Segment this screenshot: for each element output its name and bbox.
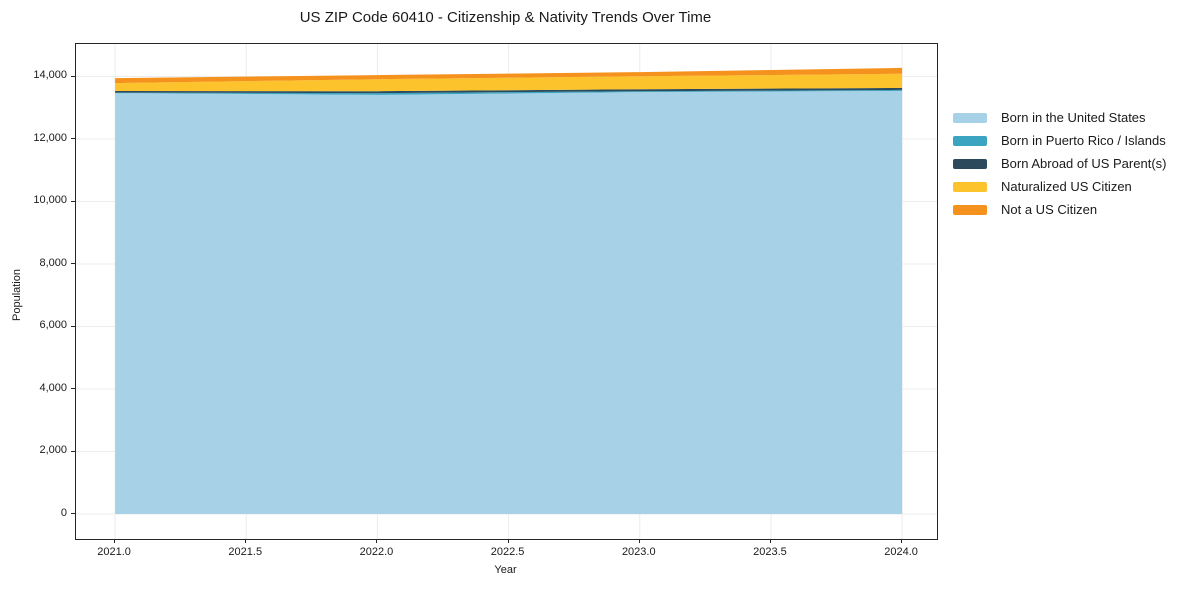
x-tick-label: 2021.0 bbox=[97, 546, 131, 558]
area-born-in-puerto-rico-islands bbox=[115, 89, 903, 95]
y-tick-mark bbox=[71, 513, 75, 514]
x-tick-mark bbox=[901, 539, 903, 543]
y-tick-mark bbox=[71, 75, 75, 77]
x-axis-label: Year bbox=[494, 564, 517, 576]
y-axis-label: Population bbox=[11, 269, 23, 321]
area-not-a-us-citizen bbox=[115, 67, 903, 84]
legend-item-naturalized-us-citizen: Naturalized US Citizen bbox=[953, 175, 1166, 198]
y-tick-label: 14,000 bbox=[33, 69, 67, 81]
x-tick-mark bbox=[376, 539, 378, 543]
stacked-area-chart bbox=[76, 44, 937, 539]
legend-swatch bbox=[953, 204, 987, 215]
legend-label: Not a US Citizen bbox=[1001, 202, 1098, 217]
legend-item-not-a-us-citizen: Not a US Citizen bbox=[953, 198, 1166, 221]
area-naturalized-us-citizen bbox=[115, 73, 903, 92]
chart-title: US ZIP Code 60410 - Citizenship & Nativi… bbox=[299, 9, 712, 26]
y-tick-mark bbox=[71, 388, 75, 389]
x-tick-label: 2021.5 bbox=[228, 546, 263, 558]
y-tick-label: 4,000 bbox=[39, 381, 67, 394]
legend-item-born-abroad-of-us-parent-s: Born Abroad of US Parent(s) bbox=[953, 152, 1166, 175]
y-tick-label: 6,000 bbox=[39, 319, 67, 331]
y-tick-mark bbox=[71, 263, 75, 264]
plot-area bbox=[75, 43, 938, 540]
legend-swatch bbox=[953, 135, 987, 146]
x-tick-mark bbox=[507, 539, 509, 543]
x-tick-mark bbox=[769, 539, 771, 543]
x-tick-label: 2022.0 bbox=[359, 546, 394, 558]
legend-swatch bbox=[953, 112, 987, 123]
y-tick-mark bbox=[71, 138, 75, 139]
x-tick-label: 2023.0 bbox=[621, 546, 656, 558]
area-born-abroad-of-us-parent-s bbox=[115, 87, 903, 94]
legend-label: Born in the United States bbox=[1001, 110, 1146, 125]
legend-swatch bbox=[953, 181, 987, 192]
y-tick-label: 0 bbox=[60, 506, 67, 519]
x-tick-mark bbox=[638, 539, 640, 543]
y-tick-label: 8,000 bbox=[39, 256, 67, 269]
y-tick-label: 10,000 bbox=[33, 194, 67, 206]
legend-swatch bbox=[953, 158, 987, 169]
legend-label: Born in Puerto Rico / Islands bbox=[1001, 133, 1166, 148]
x-tick-label: 2022.5 bbox=[490, 546, 525, 558]
legend-label: Naturalized US Citizen bbox=[1001, 179, 1132, 194]
y-tick-mark bbox=[71, 325, 75, 327]
x-tick-label: 2023.5 bbox=[753, 546, 787, 558]
y-tick-label: 12,000 bbox=[33, 131, 67, 144]
y-tick-mark bbox=[71, 200, 75, 202]
area-born-in-the-united-states bbox=[115, 90, 903, 515]
x-tick-mark bbox=[114, 539, 116, 543]
x-tick-label: 2024.0 bbox=[884, 546, 918, 558]
y-tick-label: 2,000 bbox=[39, 444, 67, 456]
legend: Born in the United States Born in Puerto … bbox=[953, 106, 1166, 221]
legend-item-born-in-puerto-rico-islands: Born in Puerto Rico / Islands bbox=[953, 129, 1166, 152]
y-tick-mark bbox=[71, 450, 75, 452]
x-tick-mark bbox=[245, 539, 247, 543]
legend-item-born-in-the-united-states: Born in the United States bbox=[953, 106, 1166, 129]
legend-label: Born Abroad of US Parent(s) bbox=[1001, 156, 1167, 171]
